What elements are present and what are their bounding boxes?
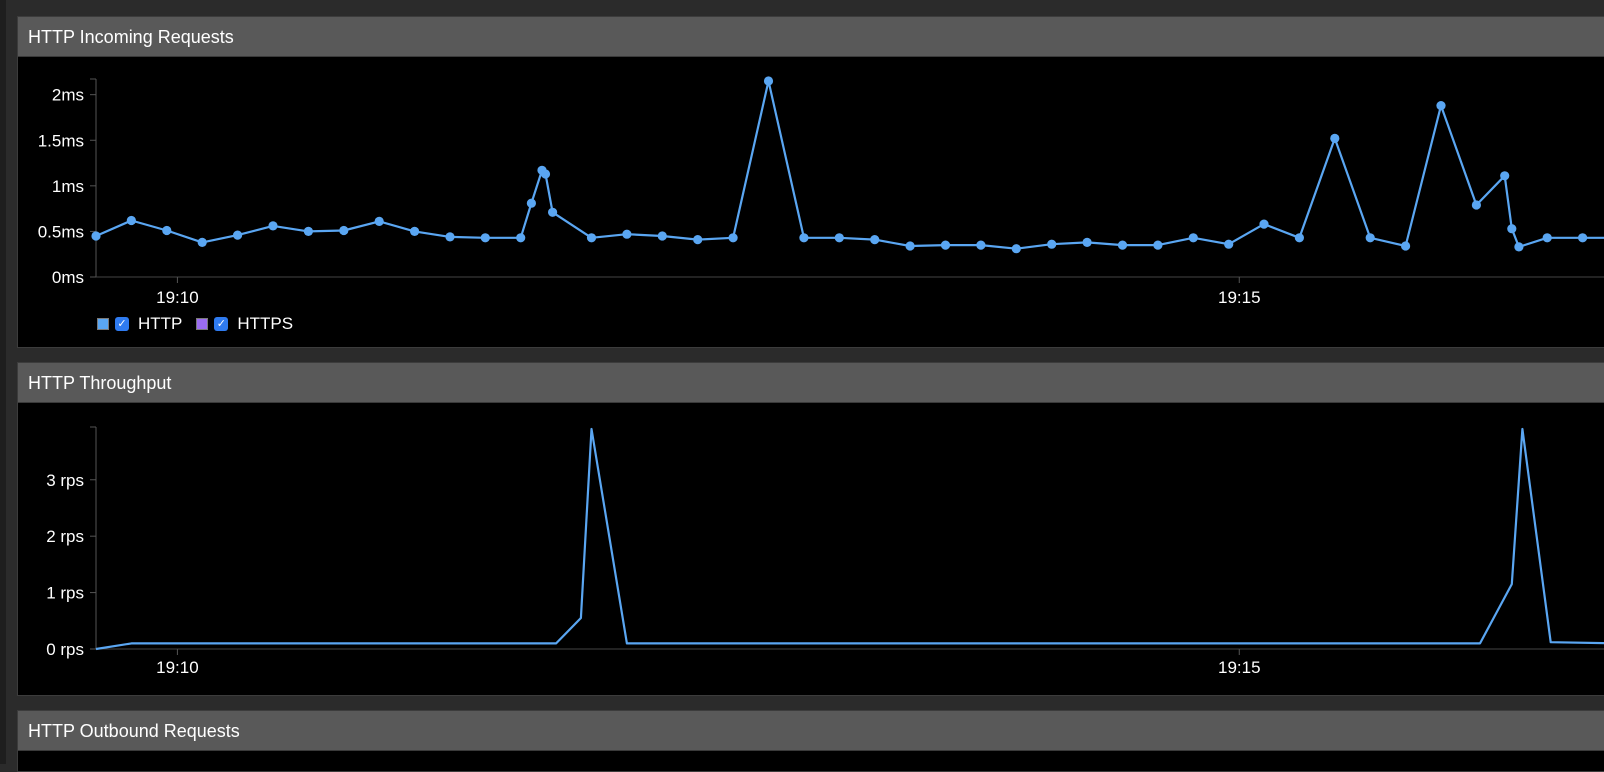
data-point[interactable] [1507,224,1517,234]
throughput-chart: 0 rps 1 rps 2 rps 3 rps 19:10 19:15 [46,426,1604,677]
x-tick-label: 19:10 [156,658,199,677]
y-tick-label: 1 rps [46,584,84,603]
incoming-requests-chart-area: 0ms 0.5ms 1ms 1.5ms 2ms 19:10 19:15 ✓ HTTP ✓ H… [18,57,1604,352]
legend-http-swatch [97,318,109,330]
series-line-http [95,427,1604,651]
legend-http-checkbox[interactable]: ✓ [115,317,129,331]
panel-title: HTTP Incoming Requests [18,17,1604,57]
data-point[interactable] [1500,171,1510,181]
y-tick-label: 1.5ms [38,131,84,150]
series-line-http [95,79,1604,250]
legend-https-swatch [196,318,209,330]
data-point[interactable] [445,232,455,242]
data-point[interactable] [940,240,951,250]
data-point[interactable] [197,237,207,247]
data-point[interactable] [728,233,738,243]
data-point[interactable] [339,225,349,236]
legend-http-label: HTTP [138,314,183,333]
data-point[interactable] [1436,101,1446,111]
data-point[interactable] [1294,233,1304,243]
data-point[interactable] [1153,240,1163,250]
data-point[interactable] [1224,239,1234,249]
throughput-panel: HTTP Throughput 0 rps 1 rps 2 rps 3 rps 19:1… [17,362,1604,696]
data-point[interactable] [1578,233,1588,243]
data-point[interactable] [303,226,313,236]
data-point[interactable] [1188,233,1198,243]
data-point[interactable] [374,216,384,226]
data-point[interactable] [1365,233,1375,243]
data-point[interactable] [540,169,551,179]
legend-https-checkbox[interactable]: ✓ [214,317,229,331]
y-tick-label: 1ms [52,177,84,196]
data-point[interactable] [1330,133,1340,143]
data-point[interactable] [126,215,136,226]
x-tick-label: 19:15 [1218,288,1261,307]
data-point[interactable] [657,231,667,241]
y-tick-label: 0ms [52,268,84,287]
data-point[interactable] [976,240,986,250]
data-point[interactable] [1047,239,1057,249]
data-point[interactable] [1117,240,1128,250]
data-point[interactable] [1471,200,1481,210]
data-point[interactable] [410,226,420,236]
data-point[interactable] [763,76,774,86]
data-point[interactable] [1401,241,1411,251]
data-point[interactable] [834,233,844,243]
data-point[interactable] [622,229,632,239]
data-point[interactable] [693,235,703,245]
data-point[interactable] [548,207,558,217]
y-tick-label: 2 rps [46,527,84,546]
data-point[interactable] [586,233,597,243]
x-tick-label: 19:15 [1218,658,1261,677]
outbound-requests-panel: HTTP Outbound Requests [17,710,1604,772]
checkmark-icon: ✓ [117,318,127,330]
y-tick-label: 0 rps [46,640,84,659]
data-point[interactable] [1011,244,1021,254]
data-point[interactable] [233,230,243,240]
data-point[interactable] [1542,233,1552,243]
chart-legend: ✓ HTTP ✓ HTTPS [97,314,307,334]
checkmark-icon: ✓ [216,318,226,330]
x-tick-label: 19:10 [156,288,199,307]
panel-title: HTTP Outbound Requests [18,711,1604,751]
data-point[interactable] [1514,242,1524,252]
panel-title: HTTP Throughput [18,363,1604,403]
data-point[interactable] [905,241,915,251]
left-rail [0,0,6,764]
data-point[interactable] [480,233,490,243]
throughput-chart-area: 0 rps 1 rps 2 rps 3 rps 19:10 19:15 [18,403,1604,700]
data-point[interactable] [870,235,880,245]
data-point[interactable] [91,231,101,241]
y-tick-label: 3 rps [46,471,84,490]
data-point[interactable] [1259,219,1269,229]
y-tick-label: 0.5ms [38,222,84,241]
data-point[interactable] [268,221,278,231]
data-point[interactable] [799,233,809,243]
data-point[interactable] [516,233,526,243]
incoming-requests-chart: 0ms 0.5ms 1ms 1.5ms 2ms 19:10 19:15 [38,76,1604,307]
y-tick-label: 2ms [52,86,84,105]
data-point[interactable] [526,198,536,208]
data-point[interactable] [162,225,172,236]
legend-https-label: HTTPS [237,314,294,333]
data-point[interactable] [1082,237,1092,247]
incoming-requests-panel: HTTP Incoming Requests 0ms 0.5ms 1ms 1.5ms 2… [17,16,1604,348]
